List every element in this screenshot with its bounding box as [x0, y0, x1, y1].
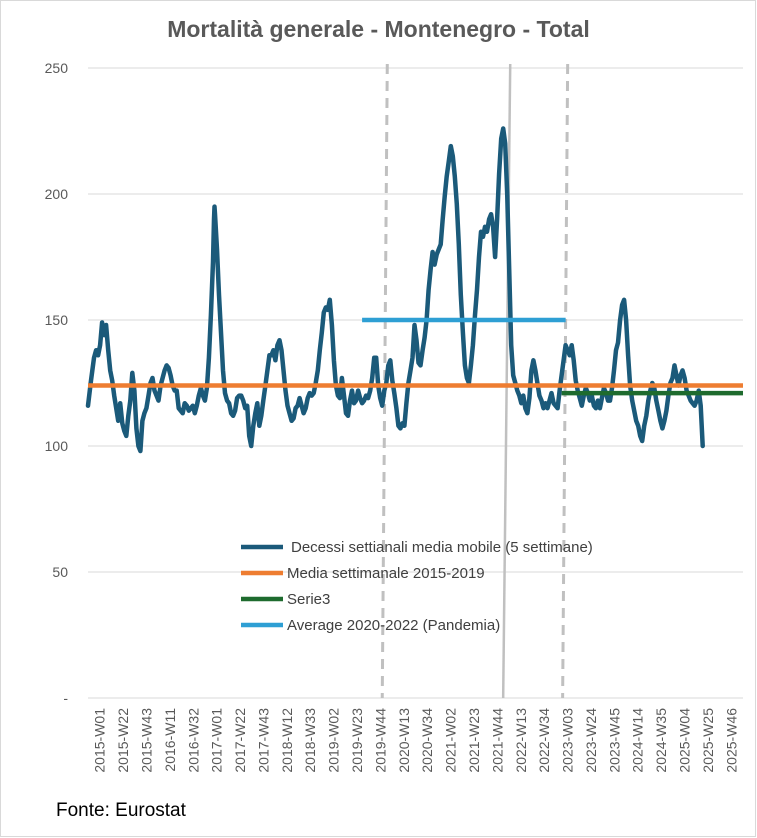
- chart-title: Mortalità generale - Montenegro - Total: [167, 16, 590, 42]
- x-tick-label: 2018-W12: [279, 708, 295, 773]
- legend-label: Serie3: [287, 591, 330, 608]
- series-layer: [85, 126, 743, 454]
- solid-marker-line: [501, 63, 512, 699]
- legend-label: Decessi settianali media mobile (5 setti…: [291, 539, 593, 556]
- y-tick-label: -: [63, 690, 68, 706]
- x-tick-label: 2022-W13: [513, 708, 529, 773]
- legend-label: Average 2020-2022 (Pandemia): [287, 617, 500, 634]
- x-tick-label: 2015-W01: [92, 708, 108, 773]
- x-tick-label: 2016-W11: [162, 708, 178, 772]
- x-tick-label: 2020-W34: [419, 708, 435, 773]
- x-tick-label: 2019-W23: [349, 708, 365, 773]
- legend-label: Media settimanale 2015-2019: [287, 565, 485, 582]
- x-tick-label: 2023-W03: [560, 708, 576, 773]
- x-tick-label: 2021-W23: [466, 708, 482, 773]
- x-axis-ticks: 2015-W01 2015-W22 2015-W43 2016-W11 2016-W32…: [92, 708, 740, 773]
- x-tick-label: 2021-W02: [443, 708, 459, 773]
- x-tick-label: 2021-W44: [489, 708, 505, 773]
- dashed-marker-line: [561, 63, 570, 699]
- source-note: Fonte: Eurostat: [56, 800, 186, 821]
- gridlines: [88, 67, 743, 699]
- x-tick-label: 2019-W02: [326, 708, 342, 773]
- moving-average-line: [85, 126, 705, 454]
- vertical-markers: [380, 63, 570, 699]
- x-tick-label: 2015-W22: [115, 708, 131, 773]
- y-tick-label: 200: [45, 186, 69, 202]
- x-tick-label: 2022-W34: [536, 708, 552, 773]
- x-tick-label: 2017-W22: [232, 708, 248, 773]
- x-tick-label: 2019-W44: [372, 708, 388, 773]
- y-tick-label: 250: [45, 60, 69, 76]
- x-tick-label: 2017-W01: [209, 708, 225, 773]
- x-tick-label: 2025-W04: [677, 708, 693, 773]
- x-tick-label: 2024-W14: [630, 708, 646, 773]
- y-tick-label: 100: [45, 438, 69, 454]
- dashed-marker-line: [380, 63, 389, 699]
- x-tick-label: 2023-W45: [606, 708, 622, 773]
- x-tick-label: 2017-W43: [255, 708, 271, 773]
- y-axis-ticks: - 50 100 150 200 250: [45, 60, 69, 706]
- legend: Decessi settianali media mobile (5 setti…: [241, 539, 593, 634]
- x-tick-label: 2016-W32: [185, 708, 201, 773]
- x-tick-label: 2018-W33: [302, 708, 318, 773]
- x-tick-label: 2025-W25: [700, 708, 716, 773]
- y-tick-label: 150: [45, 312, 69, 328]
- x-tick-label: 2024-W35: [653, 708, 669, 773]
- y-tick-label: 50: [52, 564, 68, 580]
- x-tick-label: 2025-W46: [723, 708, 739, 773]
- x-tick-label: 2020-W13: [396, 708, 412, 773]
- x-tick-label: 2023-W24: [583, 708, 599, 773]
- x-tick-label: 2015-W43: [138, 708, 154, 773]
